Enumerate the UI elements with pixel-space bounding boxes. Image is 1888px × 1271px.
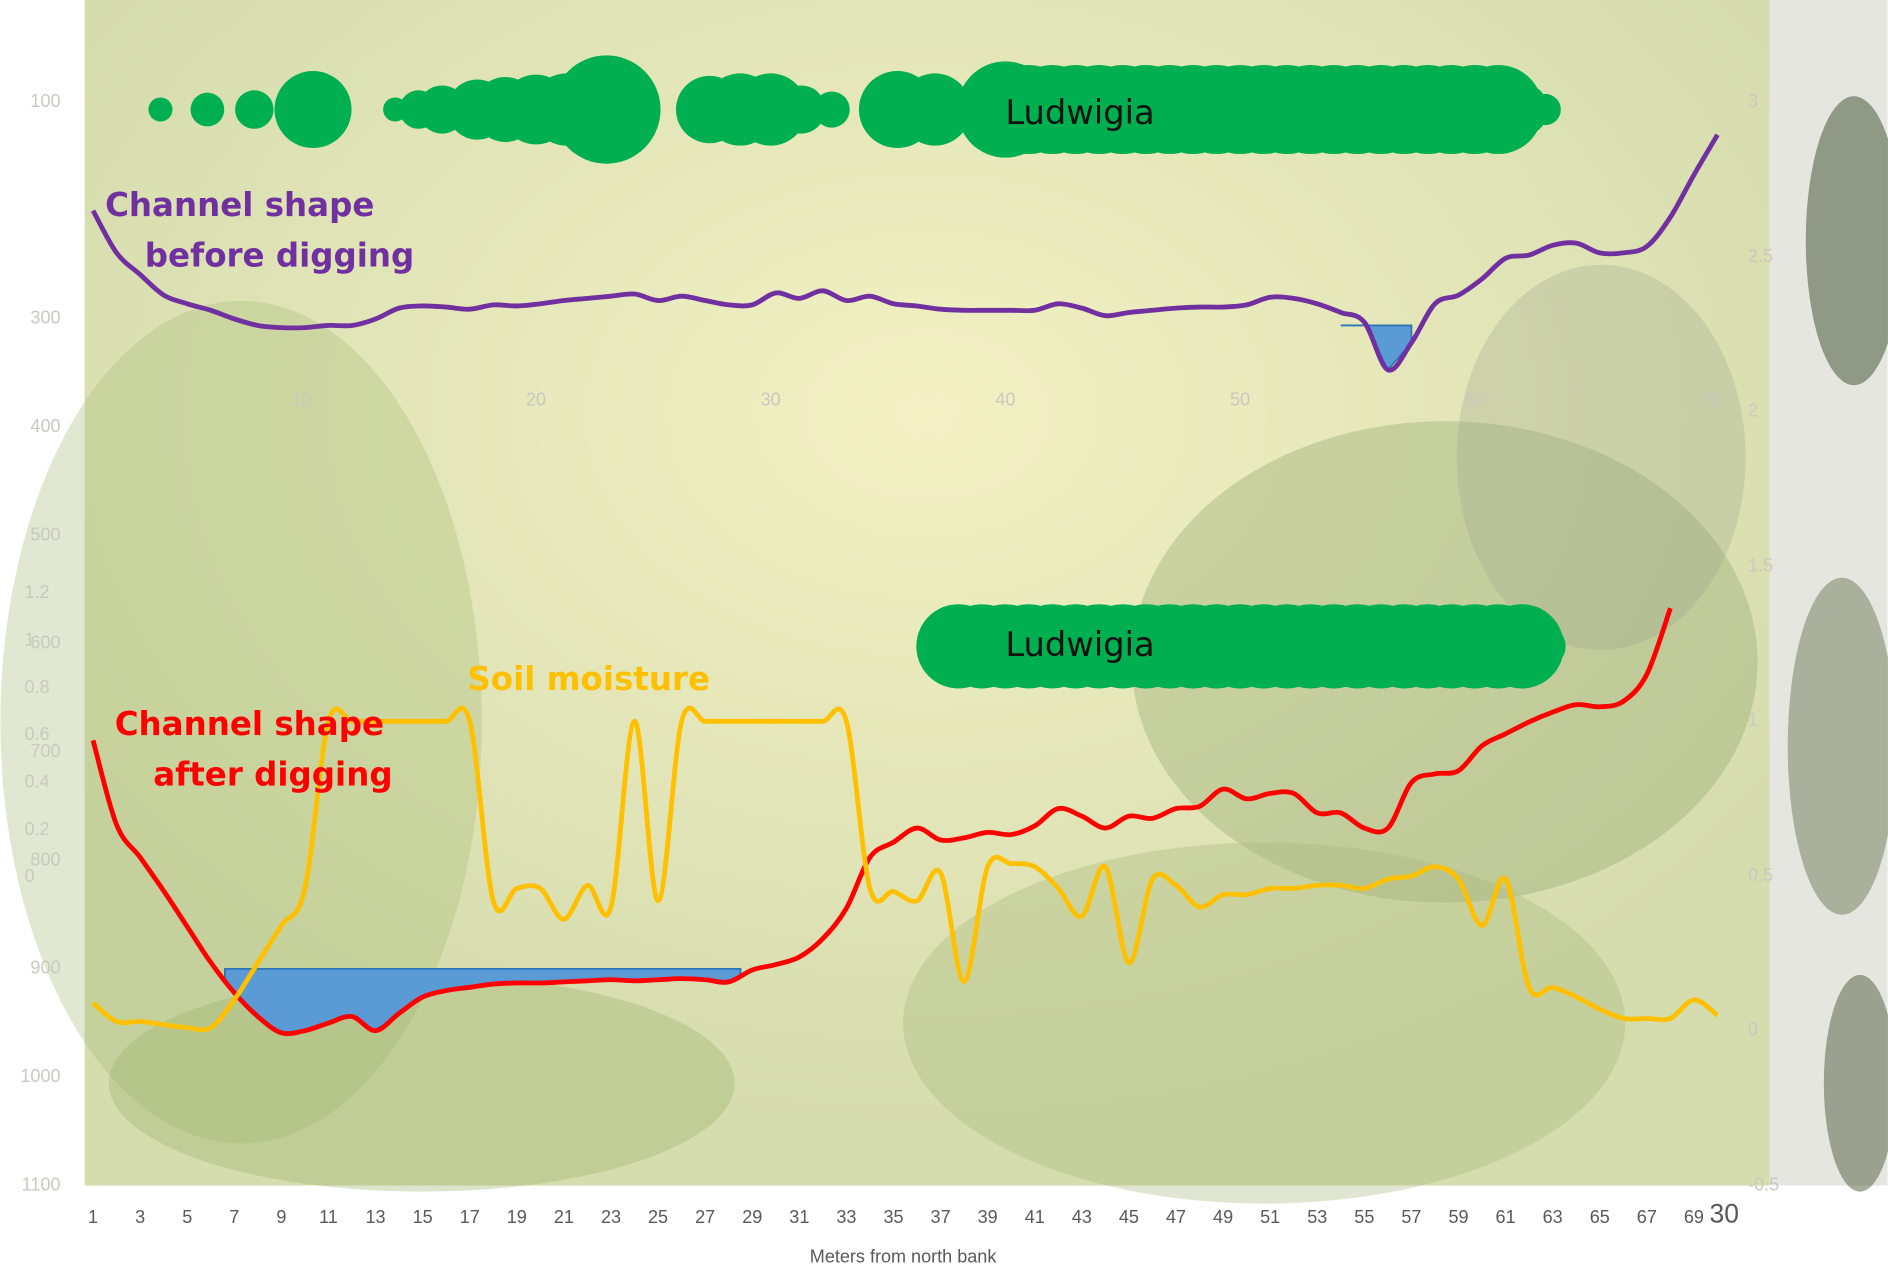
x-tick-label: 3 <box>135 1207 145 1227</box>
bubble <box>1495 83 1549 137</box>
bubble-x-tick-label: 10 <box>291 390 311 410</box>
photo-background <box>0 0 1888 1204</box>
bubble <box>552 55 661 164</box>
series-line <box>90 133 1720 373</box>
y-tick-label: 900 <box>30 958 60 978</box>
x-tick-label: 21 <box>554 1207 574 1227</box>
x-tick-label: 1 <box>88 1207 98 1227</box>
y2-tick-label: 2.5 <box>1748 246 1773 266</box>
y2-tick-label: 0 <box>1748 1020 1758 1040</box>
x-tick-label: 11 <box>319 1207 338 1227</box>
series-line <box>90 607 1673 1037</box>
x-tick-label: 49 <box>1213 1207 1233 1227</box>
x-tick-label: 51 <box>1260 1207 1280 1227</box>
y-tick-label: 100 <box>30 91 60 111</box>
bubble-x-tick-label: 30 <box>761 390 781 410</box>
x-tick-label: 31 <box>789 1207 809 1227</box>
x-tick-label: 17 <box>460 1207 480 1227</box>
y2-tick-label: 0.5 <box>1748 865 1773 885</box>
bubble <box>813 91 850 128</box>
x-axis-title: Meters from north bank <box>810 1247 998 1267</box>
x-tick-label: 9 <box>276 1207 286 1227</box>
bubble-x-tick-label: 60 <box>1465 390 1485 410</box>
bubble <box>148 97 173 122</box>
x-tick-label: 59 <box>1448 1207 1468 1227</box>
y-tick-label: 300 <box>30 308 60 328</box>
x-tick-label: 43 <box>1072 1207 1092 1227</box>
x-tick-label: 37 <box>931 1207 951 1227</box>
x-tick-label: 7 <box>229 1207 239 1227</box>
series-annotation: Channel shape <box>105 186 374 224</box>
bubble-x-tick-label: 20 <box>526 390 546 410</box>
x-tick-label: 39 <box>978 1207 998 1227</box>
bubble <box>274 71 352 149</box>
y3-tick-label: 0.8 <box>24 677 49 697</box>
x-tick-label: 61 <box>1496 1207 1516 1227</box>
y-tick-label: 1000 <box>20 1066 60 1086</box>
y-tick-label: 700 <box>30 741 60 761</box>
bubble <box>777 85 826 134</box>
y2-tick-label: 3 <box>1748 91 1758 111</box>
bubble <box>190 92 225 127</box>
x-tick-label: 15 <box>413 1207 433 1227</box>
x-tick-label: 25 <box>648 1207 668 1227</box>
series-line <box>91 705 1719 1033</box>
y-tick-label: 600 <box>30 633 60 653</box>
x-tick-label: 53 <box>1307 1207 1327 1227</box>
y-tick-label: 1100 <box>22 1174 61 1194</box>
x-tick-label: 65 <box>1590 1207 1610 1227</box>
series-annotation: Soil moisture <box>467 660 710 698</box>
bubble-x-tick-label: 50 <box>1230 390 1250 410</box>
x-tick-label: 45 <box>1119 1207 1139 1227</box>
bubble <box>1524 625 1566 667</box>
y3-tick-label: 0 <box>24 866 34 886</box>
y-tick-label: 500 <box>30 524 60 544</box>
x-tick-label: 41 <box>1025 1207 1045 1227</box>
bubble <box>235 90 274 129</box>
y2-tick-label: 1.5 <box>1748 555 1773 575</box>
x-tick-label: 35 <box>883 1207 903 1227</box>
x-tick-label: 29 <box>742 1207 762 1227</box>
x-tick-label: 19 <box>507 1207 527 1227</box>
x-tick-label: 69 <box>1684 1207 1704 1227</box>
y3-tick-label: 1.2 <box>24 582 49 602</box>
y3-tick-label: 0.6 <box>24 724 49 744</box>
bubble-x-tick-label: 70 <box>1699 390 1719 410</box>
y2-tick-label: 2 <box>1748 401 1758 421</box>
y2-tick-label: 1 <box>1748 710 1758 730</box>
x-tick-label: 57 <box>1401 1207 1421 1227</box>
bubble <box>1479 604 1564 689</box>
bubble <box>898 73 972 146</box>
series-annotation: after digging <box>153 755 392 793</box>
y-tick-label: 400 <box>30 416 60 436</box>
y3-tick-label: 0.4 <box>24 772 49 792</box>
x-end-label: 30 <box>1709 1199 1738 1229</box>
series-annotation: Channel shape <box>115 705 384 743</box>
x-tick-label: 63 <box>1543 1207 1563 1227</box>
x-tick-label: 23 <box>601 1207 621 1227</box>
ludwigia-label: Ludwigia <box>1005 625 1154 664</box>
x-tick-label: 27 <box>695 1207 715 1227</box>
x-tick-label: 67 <box>1637 1207 1657 1227</box>
x-tick-label: 5 <box>182 1207 192 1227</box>
y-tick-label: 800 <box>30 849 60 869</box>
bubble <box>1529 93 1561 126</box>
y3-tick-label: 1 <box>24 629 34 649</box>
y3-tick-label: 0.2 <box>24 819 49 839</box>
x-tick-label: 13 <box>366 1207 386 1227</box>
x-tick-label: 55 <box>1354 1207 1374 1227</box>
bubble-x-tick-label: 40 <box>995 390 1015 410</box>
x-tick-label: 47 <box>1166 1207 1186 1227</box>
y2-tick-label: -0.5 <box>1748 1174 1779 1194</box>
ludwigia-label: Ludwigia <box>1005 93 1154 132</box>
series-annotation: before digging <box>145 237 415 275</box>
x-tick-label: 33 <box>836 1207 856 1227</box>
